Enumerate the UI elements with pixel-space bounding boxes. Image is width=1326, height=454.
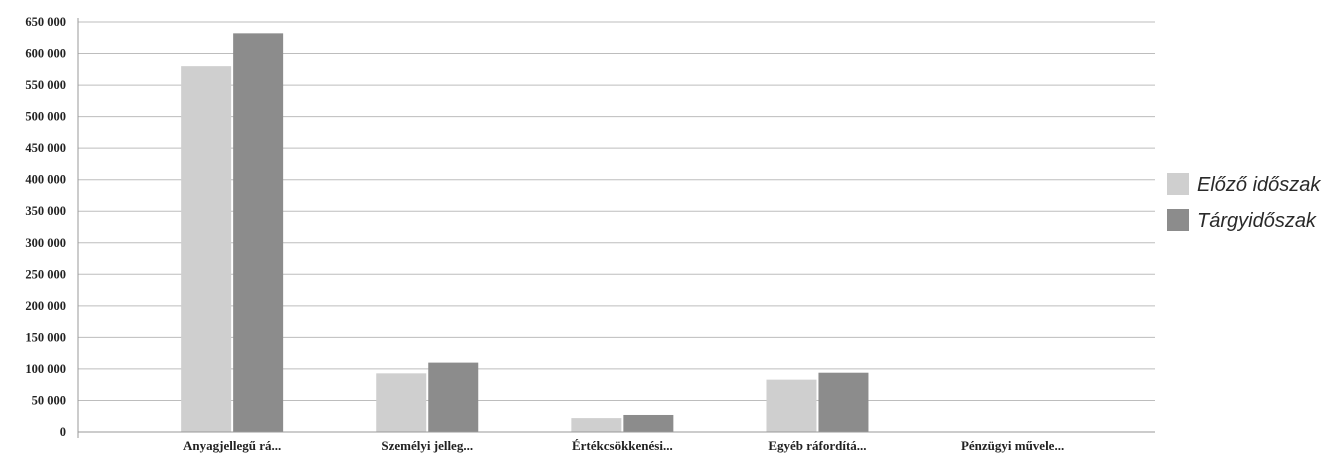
x-tick-label: Értékcsökkenési... [572, 438, 673, 453]
y-tick-label: 100 000 [25, 362, 66, 376]
bar [818, 372, 869, 432]
y-axis: 0 50 000 100 000 150 000 200 000 250 000 300 0… [25, 15, 79, 439]
y-tick-label: 450 000 [25, 141, 66, 155]
x-axis: Anyagjellegű rá... Személyi jelleg... Érté… [78, 431, 1155, 453]
y-tick-label: 650 000 [25, 15, 66, 29]
x-tick-label: Egyéb ráfordítá... [768, 438, 866, 453]
y-tick-label: 550 000 [25, 78, 66, 92]
bar [623, 414, 674, 432]
y-tick-label: 300 000 [25, 236, 66, 250]
y-tick-label: 50 000 [32, 393, 66, 407]
y-tick-label: 350 000 [25, 204, 66, 218]
y-tick-label: 400 000 [25, 173, 66, 187]
bars [181, 33, 869, 433]
y-tick-label: 200 000 [25, 299, 66, 313]
y-tick-label: 150 000 [25, 330, 66, 344]
y-tick-label: 0 [60, 425, 66, 439]
bar [766, 379, 817, 432]
legend: Előző időszak Tárgyidőszak [1167, 173, 1321, 232]
bar [233, 33, 284, 432]
legend-label: Tárgyidőszak [1197, 210, 1317, 232]
y-tick-label: 500 000 [25, 110, 66, 124]
x-tick-label: Személyi jelleg... [381, 438, 473, 453]
legend-swatch [1167, 209, 1189, 231]
bar [428, 362, 479, 432]
y-tick-label: 600 000 [25, 47, 66, 61]
bar [571, 418, 622, 432]
bar [181, 66, 232, 433]
x-tick-label: Anyagjellegű rá... [183, 438, 281, 453]
bar [376, 373, 427, 432]
x-tick-label: Pénzügyi művele... [961, 438, 1064, 453]
y-tick-label: 250 000 [25, 267, 66, 281]
legend-swatch [1167, 173, 1189, 195]
legend-label: Előző időszak [1197, 174, 1321, 196]
